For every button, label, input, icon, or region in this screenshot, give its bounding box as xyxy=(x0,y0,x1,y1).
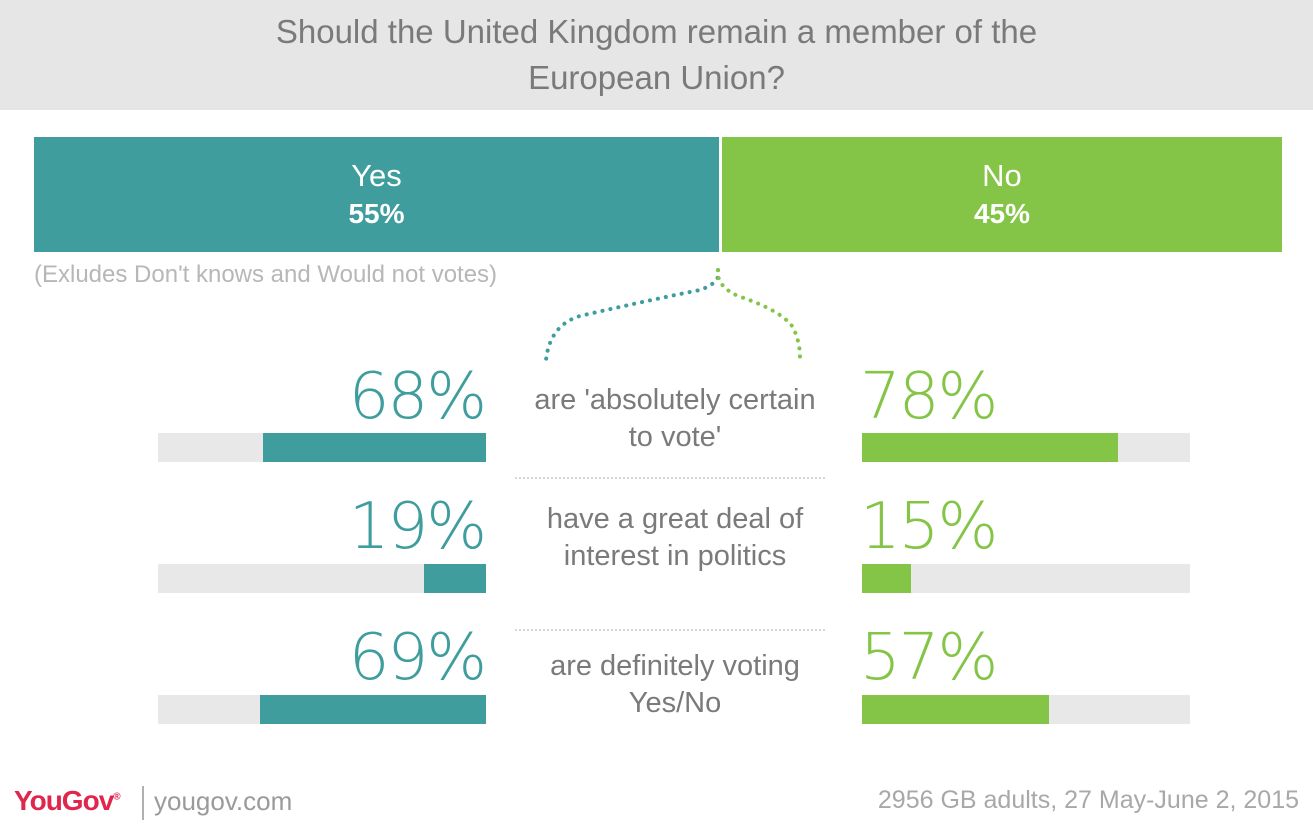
no-label: No xyxy=(982,157,1022,193)
survey-source: 2956 GB adults, 27 May-June 2, 2015 xyxy=(877,786,1299,814)
footer-divider xyxy=(142,786,144,820)
yes-row2-value: 19% xyxy=(348,490,487,564)
yes-row3-track xyxy=(158,695,486,724)
no-row1-bar xyxy=(862,433,1118,462)
no-brace xyxy=(715,268,802,360)
no-row1-value: 78% xyxy=(860,360,998,434)
exclusion-note: (Exludes Don't knows and Would not votes… xyxy=(34,261,498,288)
no-row3-track xyxy=(862,695,1190,724)
row-separator xyxy=(515,477,825,479)
no-row2-track xyxy=(862,564,1190,593)
row2-label: have a great deal of interest in politic… xyxy=(546,503,804,572)
yes-row1-track xyxy=(158,433,486,462)
no-segment: No 45% xyxy=(722,137,1282,252)
row-separator xyxy=(515,629,825,631)
registered-mark: ® xyxy=(113,791,120,803)
no-row3-bar xyxy=(862,695,1049,724)
no-row2-bar xyxy=(862,564,912,593)
yes-row2-track xyxy=(158,564,486,593)
row1-label: are 'absolutely certain to vote' xyxy=(534,384,816,453)
footer-website-link[interactable]: yougov.com xyxy=(154,786,293,816)
row3-label: are definitely voting Yes/No xyxy=(550,650,800,719)
yes-brace xyxy=(544,268,721,362)
chart-header: Should the United Kingdom remain a membe… xyxy=(0,0,1313,110)
yes-row3-value: 69% xyxy=(348,621,487,695)
no-row2-value: 15% xyxy=(860,490,998,564)
chart-title: Should the United Kingdom remain a membe… xyxy=(275,13,1038,96)
yes-row1-value: 68% xyxy=(348,360,487,434)
yougov-logo[interactable]: YouGov® xyxy=(14,785,121,817)
yes-row1-bar xyxy=(262,433,486,462)
yes-label: Yes xyxy=(351,157,402,193)
no-row1-track xyxy=(862,433,1190,462)
yes-segment: Yes 55% xyxy=(34,137,719,252)
logo-text: YouGov xyxy=(14,785,114,816)
yes-row2-bar xyxy=(423,564,486,593)
no-row3-value: 57% xyxy=(860,621,998,695)
yes-value-label: 55% xyxy=(348,197,405,229)
no-value-label: 45% xyxy=(973,197,1031,229)
yes-row3-bar xyxy=(259,695,486,724)
